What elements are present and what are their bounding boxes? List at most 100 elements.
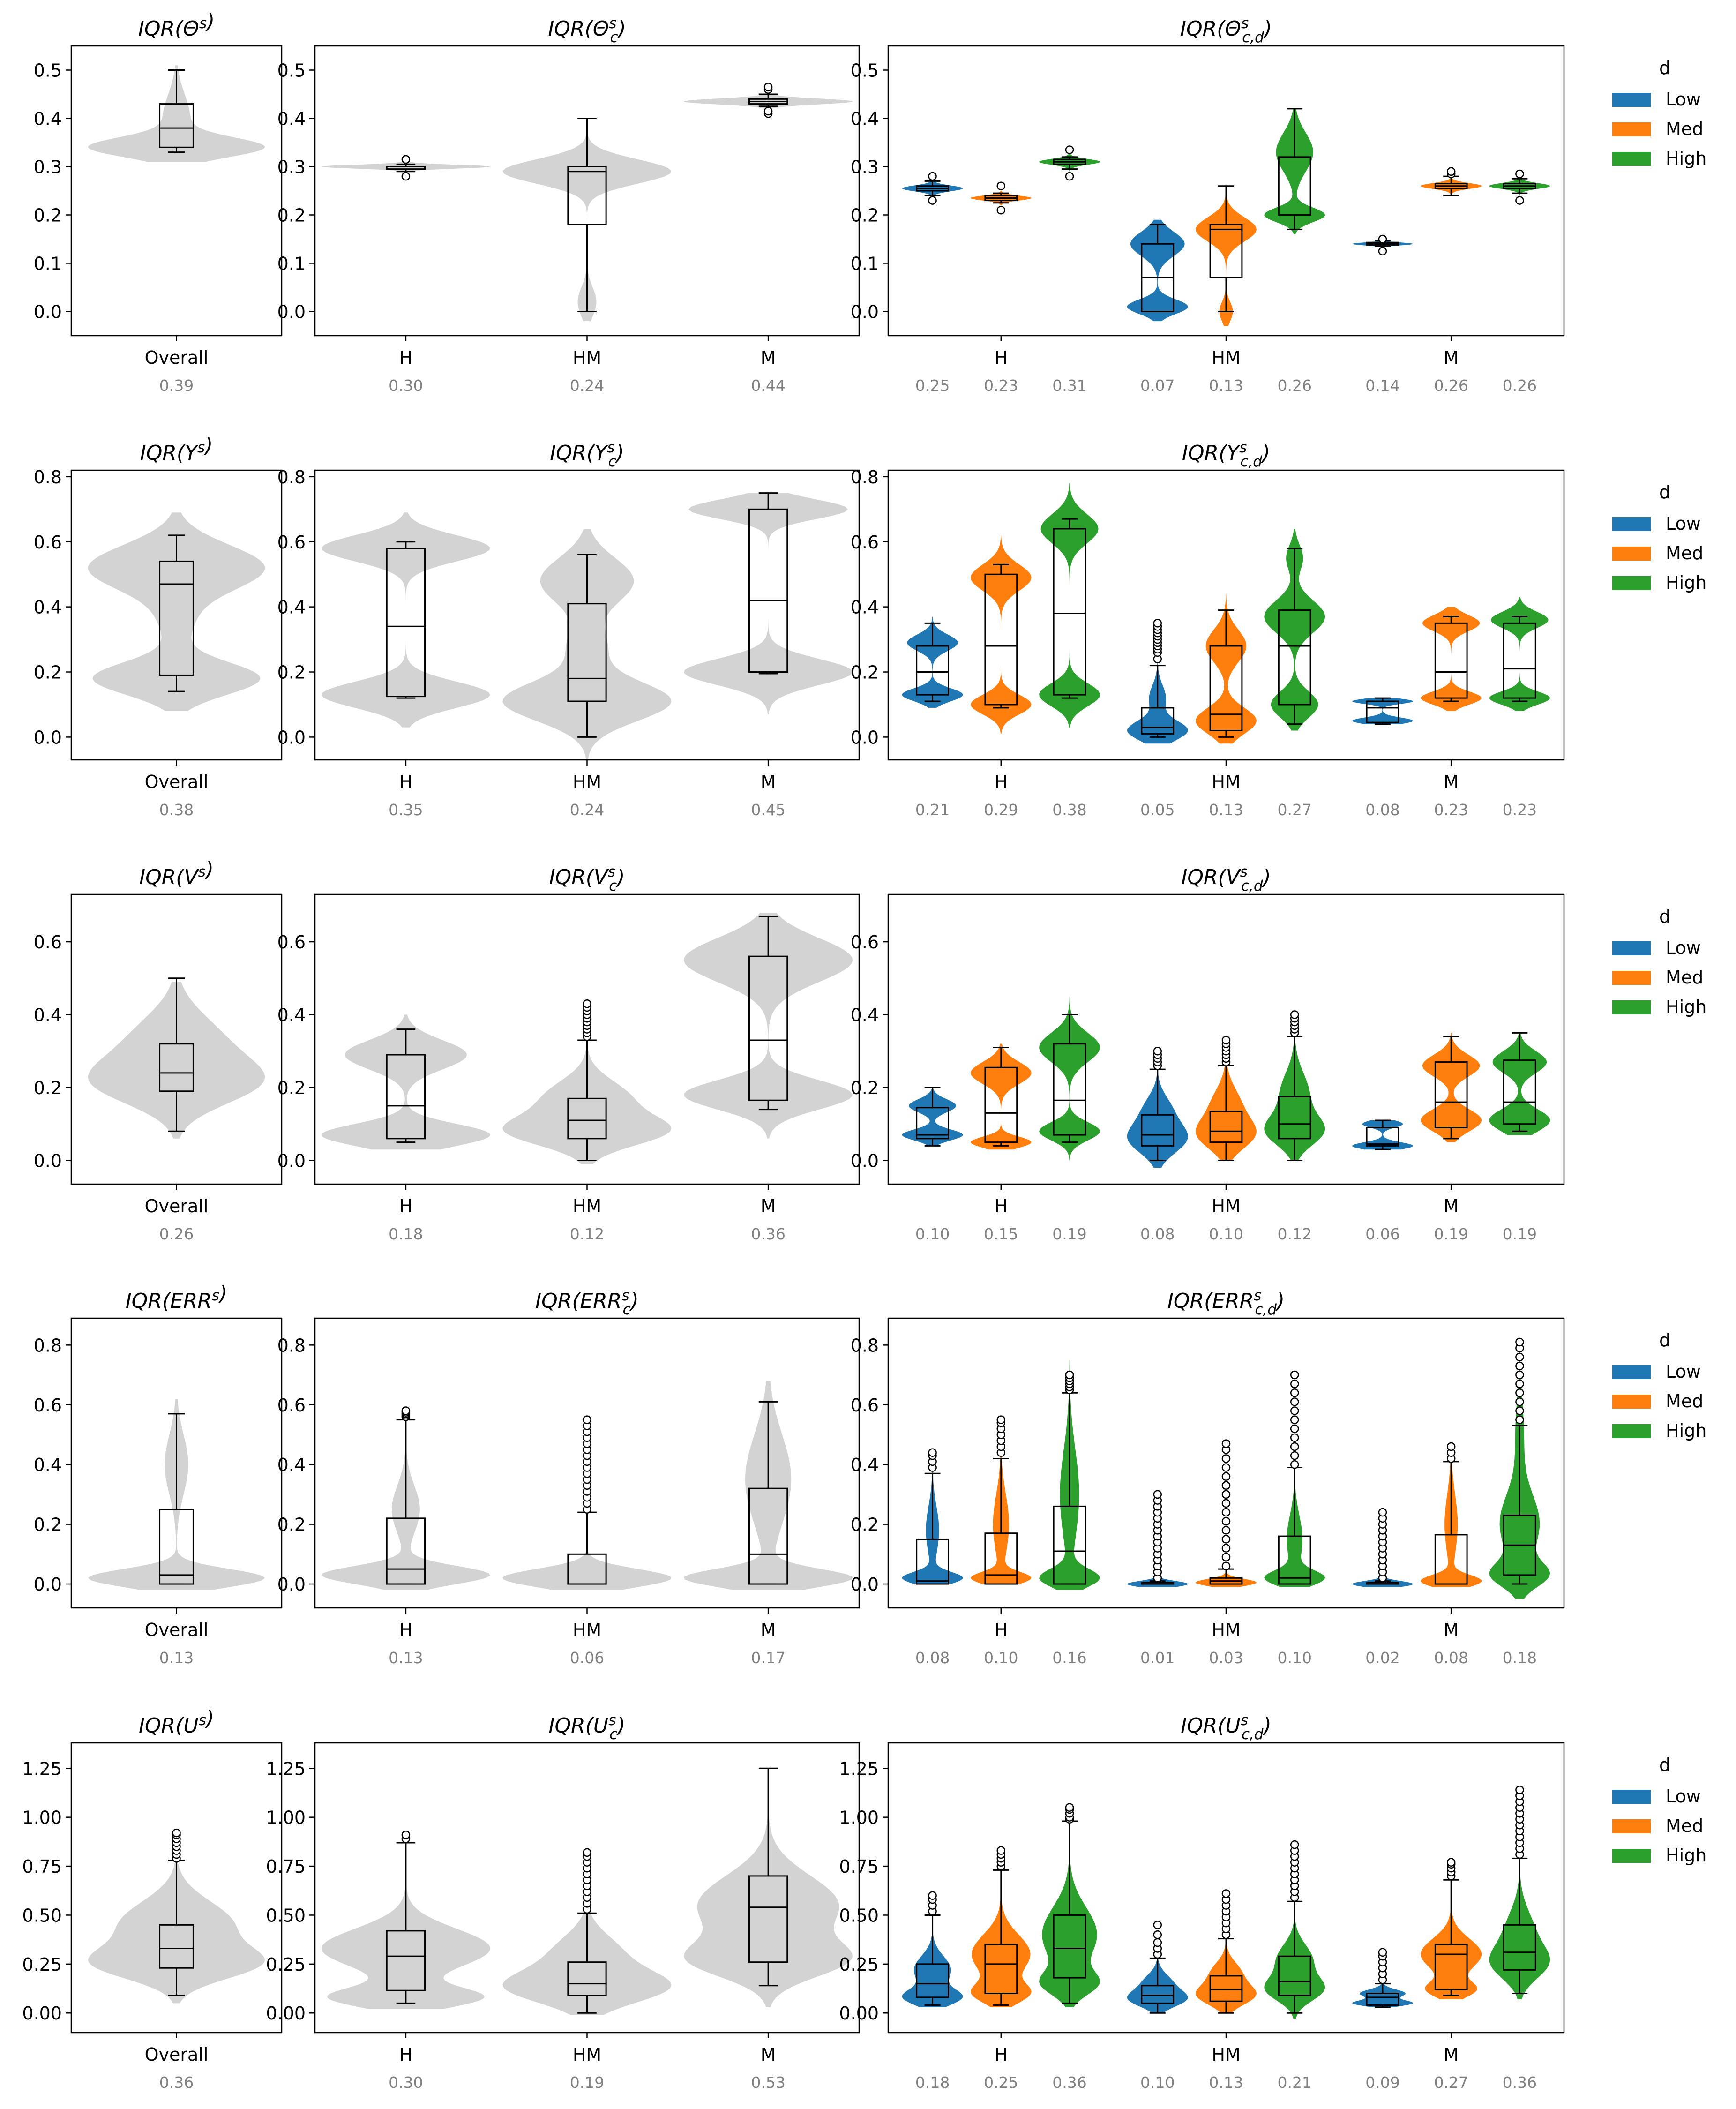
- cond-m-high-box: [1503, 1924, 1536, 1971]
- iqr-value: 0.13: [159, 1649, 194, 1667]
- cond-m-low-outlier: [1378, 1508, 1387, 1517]
- cond-hm-med-outlier: [1221, 1463, 1231, 1472]
- xtick-label: H: [399, 1196, 413, 1216]
- legend-swatch-low: [1612, 1790, 1651, 1804]
- overall-ytick-label: 0.6: [34, 1395, 62, 1416]
- legend-title: d: [1659, 482, 1670, 503]
- cond-hm-med-box: [1209, 1975, 1243, 2002]
- title-part: IQR(V: [139, 865, 199, 889]
- iqr-value: 0.08: [915, 1649, 950, 1667]
- cond-h-low-box: [916, 1538, 949, 1585]
- cond-h-med-outlier: [996, 181, 1006, 190]
- by-cd-ytick-label: 0.0: [851, 302, 879, 323]
- overall-ytick-label: 0.6: [34, 932, 62, 953]
- cond-h-low-outlier: [928, 1448, 937, 1457]
- cond-m-high-violin: [1489, 597, 1550, 711]
- cond-m-high-outlier: [1515, 1415, 1524, 1424]
- cond-hm-high-outlier: [1290, 1379, 1299, 1388]
- overall-box: [159, 103, 194, 148]
- by-c-ytick-label: 0.25: [266, 1954, 306, 1975]
- legend-label-low: Low: [1666, 938, 1701, 958]
- title-part: s: [198, 863, 206, 880]
- cond-m-low-outlier: [1378, 247, 1387, 255]
- legend-label-high: High: [1666, 1845, 1706, 1866]
- overall-outlier: [172, 1828, 181, 1838]
- xtick-label: M: [761, 347, 776, 368]
- iqr-value: 0.23: [1434, 801, 1468, 819]
- by-c-ytick-label: 0.6: [277, 532, 306, 553]
- cond-hm-med-outlier: [1221, 1439, 1231, 1448]
- cond-hm-high-outlier: [1290, 1406, 1299, 1415]
- cond-hm-violin: [502, 1419, 672, 1590]
- title-part: s: [212, 1287, 219, 1304]
- cond-m-high-box: [1503, 622, 1536, 699]
- cond-hm-low-box: [1141, 1985, 1175, 2004]
- overall-ytick-label: 0.4: [34, 1005, 62, 1026]
- panel-by-condition: 0.00 0.25 0.50 0.75 1.00 1.25 H 0.30 HM 0.19 M 0.53…: [266, 1712, 860, 2092]
- iqr-value: 0.36: [751, 1225, 785, 1243]
- cond-h-med-box: [984, 1532, 1018, 1585]
- overall-ytick-label: 0.3: [34, 157, 62, 178]
- iqr-value: 0.16: [1052, 1649, 1086, 1667]
- legend-title: d: [1659, 1330, 1670, 1351]
- cond-h-high-box: [1053, 528, 1086, 696]
- title-part: c,d: [1240, 453, 1262, 470]
- overall-ytick-label: 0.25: [22, 1954, 62, 1975]
- row-y: 0.00.20.40.60.8Overall0.38IQR(Ys)0.00.20…: [34, 434, 1707, 819]
- legend-label-med: Med: [1666, 119, 1703, 139]
- cond-m-med-box: [1434, 1944, 1468, 1990]
- panel-frame: [887, 893, 1565, 1185]
- by-cd-ytick-label: 0.3: [851, 157, 879, 178]
- iqr-value: 0.38: [1052, 801, 1086, 819]
- by-cd-ytick-label: 0.25: [839, 1954, 879, 1975]
- by-c-ytick-label: 0.0: [277, 1150, 306, 1171]
- iqr-value: 0.03: [1209, 1649, 1243, 1667]
- cond-m-med-outlier: [1446, 167, 1456, 176]
- overall-box: [159, 1043, 194, 1092]
- panel-title: IQR(Us): [139, 1706, 214, 1738]
- xtick-label: HM: [1212, 347, 1240, 368]
- xtick-label: HM: [1212, 1620, 1240, 1640]
- panel-title: IQR(Us c): [549, 1712, 626, 1743]
- legend-swatch-med: [1612, 971, 1651, 985]
- cond-h-violin: [321, 1014, 490, 1150]
- panel-title: IQR(Θs): [138, 9, 215, 41]
- title-part: ): [1262, 1714, 1272, 1738]
- cond-hm-med-outlier: [1221, 1526, 1231, 1535]
- xtick-label: HM: [573, 1620, 601, 1640]
- cond-hm-high-outlier: [1290, 1388, 1299, 1397]
- legend-swatch-med: [1612, 547, 1651, 561]
- by-c-ytick-label: 0.8: [277, 1335, 306, 1356]
- iqr-value: 0.26: [1277, 376, 1311, 395]
- iqr-value: 0.26: [159, 1225, 194, 1243]
- title-part: ): [629, 1289, 639, 1313]
- panel-frame: [314, 1317, 860, 1609]
- by-c-ytick-label: 0.8: [277, 467, 306, 488]
- by-cd-ytick-label: 0.50: [839, 1905, 879, 1926]
- cond-hm-high-outlier: [1290, 1433, 1299, 1442]
- cond-h-high-box: [1053, 1914, 1086, 1979]
- legend-label-high: High: [1666, 572, 1706, 593]
- cond-h-med-outlier: [996, 1846, 1006, 1855]
- cond-hm-med-box: [1209, 645, 1243, 732]
- title-part: ): [218, 1282, 227, 1306]
- cond-h-box: [386, 1517, 426, 1585]
- title-part: ): [205, 9, 215, 33]
- title-part: IQR(Y: [550, 441, 608, 465]
- cond-hm-med-outlier: [1221, 1472, 1231, 1481]
- iqr-value: 0.17: [751, 1649, 785, 1667]
- xtick-label: Overall: [145, 1620, 209, 1640]
- overall-ytick-label: 0.0: [34, 1150, 62, 1171]
- iqr-value: 0.19: [1503, 1225, 1537, 1243]
- iqr-value: 0.01: [1140, 1649, 1175, 1667]
- iqr-value: 0.31: [1052, 376, 1086, 395]
- cond-hm-box: [567, 603, 607, 702]
- overall-ytick-label: 0.2: [34, 205, 62, 226]
- xtick-label: HM: [573, 347, 601, 368]
- cond-m-high-outlier: [1515, 1361, 1524, 1371]
- iqr-value: 0.23: [1503, 801, 1537, 819]
- title-part: ): [615, 865, 625, 889]
- cond-hm-box: [567, 1097, 607, 1140]
- overall-ytick-label: 1.00: [22, 1808, 62, 1828]
